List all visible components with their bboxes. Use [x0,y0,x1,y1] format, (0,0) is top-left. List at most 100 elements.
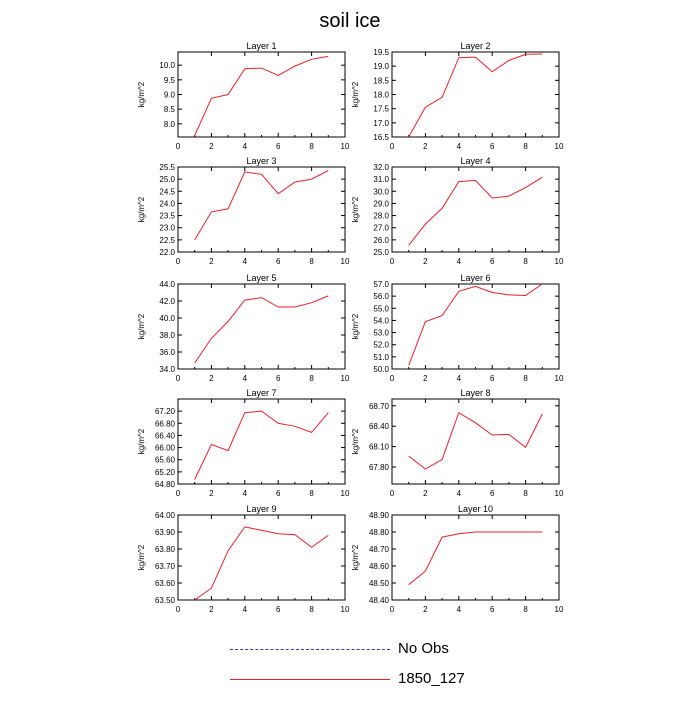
panel-6-xtick-label: 8 [523,374,528,383]
panel-6-ytick-label: 57.0 [373,280,389,289]
panel-4-ytick-label: 31.0 [373,175,389,184]
panel-1-ytick-label: 8.5 [164,105,176,114]
panel-7-ytick-label: 65.60 [155,456,176,465]
panel-10-ytick-label: 48.50 [369,579,390,588]
panel-5-frame [177,283,346,370]
panel-10-xtick-label: 4 [457,605,462,614]
panel-2-ytick-label: 18.5 [373,76,389,85]
panel-9-ylabel: kg/m^2 [137,544,146,570]
panel-1-xtick-label: 10 [341,142,350,151]
panel-7-ylabel: kg/m^2 [137,428,146,454]
panel-9-xtick-label: 0 [176,605,181,614]
panel-10-ylabel: kg/m^2 [351,544,360,570]
panel-1-ytick-label: 9.0 [164,91,176,100]
panel-9-frame [177,514,346,601]
panel-2-ytick-label: 19.0 [373,62,389,71]
panel-7-ytick-label: 66.80 [155,419,176,428]
panel-6-ytick-label: 52.0 [373,341,389,350]
panel-2-xtick-label: 0 [390,142,395,151]
panel-8-series-1850-127 [408,411,543,470]
panel-3-ytick-label: 24.5 [159,187,175,196]
panel-3-xtick-label: 4 [243,257,248,266]
panel-1-xtick-label: 4 [243,142,248,151]
panel-8-xtick-label: 8 [523,489,528,498]
panel-7-frame [177,398,346,485]
panel-7-xtick-label: 4 [243,489,248,498]
panel-4-title: Layer 4 [460,156,490,166]
panel-6-xtick-label: 6 [490,374,495,383]
panel-10-title: Layer 10 [458,504,493,514]
panel-3-ytick-label: 24.0 [159,199,175,208]
panel-7-ytick-label: 66.00 [155,444,176,453]
panel-8-xtick-label: 4 [457,489,462,498]
panel-2-xtick-label: 4 [457,142,462,151]
panel-4-ytick-label: 26.0 [373,236,389,245]
panel-5-ylabel: kg/m^2 [137,313,146,339]
panel-5-title: Layer 5 [246,273,276,283]
panel-10-xtick-label: 10 [555,605,564,614]
panel-1-xtick-label: 8 [309,142,314,151]
panel-2-xtick-label: 10 [555,142,564,151]
panel-10-ytick-label: 48.80 [369,528,390,537]
panel-3-xtick-label: 2 [209,257,214,266]
panel-5-xtick-label: 10 [341,374,350,383]
panel-2-ytick-label: 16.5 [373,133,389,142]
panel-3-ytick-label: 23.0 [159,224,175,233]
panel-2-frame [391,51,560,138]
panel-7-xtick-label: 10 [341,489,350,498]
panel-9-title: Layer 9 [246,504,276,514]
panel-6-xtick-label: 4 [457,374,462,383]
panel-7-series-1850-127 [194,410,329,480]
panel-7-xtick-label: 8 [309,489,314,498]
panel-3-xtick-label: 8 [309,257,314,266]
panel-9-ytick-label: 63.70 [155,562,176,571]
panel-4-ytick-label: 30.0 [373,187,389,196]
panel-9-series-1850-127 [194,526,329,601]
panel-4-ytick-label: 29.0 [373,199,389,208]
legend-swatch-dashed [230,649,390,650]
panel-8-ytick-label: 68.40 [369,422,390,431]
panel-9-xtick-label: 6 [276,605,281,614]
panel-7-xtick-label: 2 [209,489,214,498]
panel-3-ytick-label: 23.5 [159,212,175,221]
panel-7-xtick-label: 0 [176,489,181,498]
panel-1-ytick-label: 8.0 [164,120,176,129]
figure-canvas: Layer 10 2 4 6 8 108.08.59.09.510.0kg/m^2Laye… [137,41,564,614]
panel-6-ytick-label: 54.0 [373,316,389,325]
panel-2-xtick-label: 8 [523,142,528,151]
panel-6-xtick-label: 0 [390,374,395,383]
panel-9-xtick-label: 10 [341,605,350,614]
panel-2-ytick-label: 18.0 [373,91,389,100]
panel-7-xtick-label: 6 [276,489,281,498]
panel-10-xtick-label: 2 [423,605,428,614]
panel-4-ytick-label: 27.0 [373,224,389,233]
panel-9-xtick-label: 2 [209,605,214,614]
legend-swatch-solid [230,679,390,680]
panel-6-xtick-label: 10 [555,374,564,383]
figure-title: soil ice [319,10,381,32]
panel-1-ytick-label: 9.5 [164,76,176,85]
panel-5-ytick-label: 44.0 [159,280,175,289]
panel-3-ytick-label: 25.5 [159,163,175,172]
panel-8-xtick-label: 6 [490,489,495,498]
legend: No Obs 1850_127 [230,630,530,720]
panel-4-ytick-label: 25.0 [373,248,389,257]
panel-5-xtick-label: 4 [243,374,248,383]
panel-7-ytick-label: 67.20 [155,407,176,416]
panel-8-title: Layer 8 [460,388,490,398]
panel-10-xtick-label: 0 [390,605,395,614]
panel-8-ylabel: kg/m^2 [351,428,360,454]
panel-1-frame [177,51,346,138]
panel-4-ytick-label: 28.0 [373,212,389,221]
legend-label-1850-127: 1850_127 [398,670,465,687]
legend-label-no-obs: No Obs [398,640,449,657]
panel-5-xtick-label: 6 [276,374,281,383]
panel-7-ytick-label: 66.40 [155,431,176,440]
panel-5-xtick-label: 2 [209,374,214,383]
legend-entry-no-obs: No Obs [230,638,530,662]
panel-7-ytick-label: 64.80 [155,480,176,489]
panel-6-ytick-label: 53.0 [373,329,389,338]
panel-2-ylabel: kg/m^2 [351,81,360,107]
panel-6-ytick-label: 51.0 [373,353,389,362]
panel-3-ytick-label: 22.0 [159,248,175,257]
